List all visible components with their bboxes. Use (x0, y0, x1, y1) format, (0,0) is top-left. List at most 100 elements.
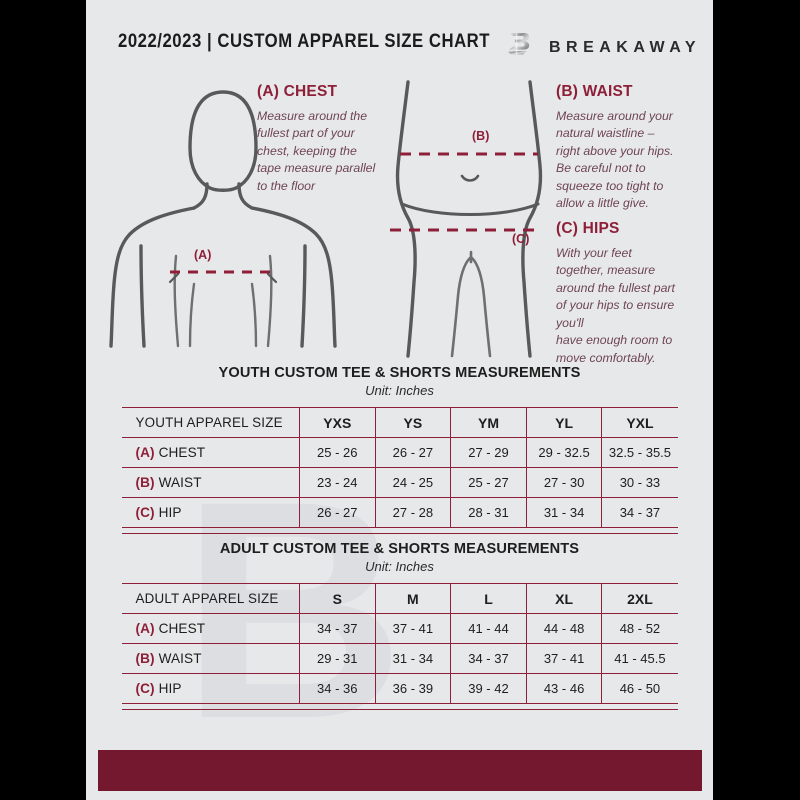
row-label: (A) CHEST (121, 613, 300, 644)
cell: 23 - 24 (299, 467, 376, 498)
row-tag: (A) (135, 621, 155, 636)
table-row: (A) CHEST 34 - 37 37 - 41 41 - 44 44 - 4… (121, 613, 678, 644)
table-row: (C) HIP 26 - 27 27 - 28 28 - 31 31 - 34 … (121, 497, 678, 528)
page-header: 2022/2023 | CUSTOM APPAREL SIZE CHART (86, 28, 713, 62)
table-row: (B) WAIST 23 - 24 24 - 25 25 - 27 27 - 3… (121, 467, 678, 498)
size-chart-page: B 2022/2023 | CUSTOM APPAREL SIZE CHART (86, 0, 713, 800)
cell: 25 - 27 (450, 467, 527, 498)
adult-col-4: XL (525, 583, 602, 614)
row-label-text: CHEST (158, 621, 206, 636)
cell: 26 - 27 (374, 437, 451, 468)
row-label-text: WAIST (158, 651, 202, 666)
cell: 31 - 34 (374, 643, 451, 674)
youth-size-table: YOUTH APPAREL SIZE YXS YS YM YL YXL (A) … (121, 407, 678, 528)
cell: 39 - 42 (450, 673, 527, 704)
chest-marker-label: (A) (194, 248, 212, 262)
adult-table-bottom-rule (121, 709, 678, 710)
callout-hips: (C) HIPS With your feet together, measur… (556, 220, 708, 367)
youth-col-5: YXL (601, 407, 678, 438)
row-tag: (B) (135, 651, 155, 666)
brand-name: BREAKAWAY (548, 38, 701, 56)
row-label: (A) CHEST (121, 437, 300, 468)
cell: 32.5 - 35.5 (601, 437, 678, 468)
row-label: (B) WAIST (121, 643, 300, 674)
row-label: (C) HIP (121, 673, 300, 704)
footer-accent-bar (98, 750, 702, 791)
youth-table-bottom-rule (121, 533, 678, 534)
table-row: (B) WAIST 29 - 31 31 - 34 34 - 37 37 - 4… (121, 643, 678, 674)
cell: 48 - 52 (601, 613, 678, 644)
cell: 46 - 50 (601, 673, 678, 704)
cell: 25 - 26 (299, 437, 376, 468)
youth-col-2: YS (374, 407, 451, 438)
cell: 41 - 45.5 (601, 643, 678, 674)
row-label-text: HIP (158, 681, 182, 696)
callout-hips-body: With your feet together, measure around … (556, 246, 675, 365)
row-tag: (A) (135, 445, 155, 460)
row-tag: (C) (135, 505, 155, 520)
adult-table-unit: Unit: Inches (365, 559, 434, 574)
callout-hips-heading: (C) HIPS (556, 220, 620, 237)
cell: 29 - 32.5 (525, 437, 602, 468)
youth-table-unit: Unit: Inches (365, 383, 434, 398)
callout-waist-body: Measure around your natural waistline – … (556, 109, 674, 211)
youth-col-1: YXS (299, 407, 376, 438)
row-label-text: HIP (158, 505, 182, 520)
youth-col-4: YL (525, 407, 602, 438)
breakaway-b-logo-icon (503, 28, 537, 67)
row-label: (B) WAIST (121, 467, 300, 498)
cell: 34 - 36 (299, 673, 376, 704)
cell: 27 - 30 (525, 467, 602, 498)
table-row: (C) HIP 34 - 36 36 - 39 39 - 42 43 - 46 … (121, 673, 678, 704)
cell: 37 - 41 (525, 643, 602, 674)
adult-header-label: ADULT APPAREL SIZE (121, 583, 300, 614)
brand-lockup: BREAKAWAY (503, 28, 701, 67)
waist-hips-illustration: (B) (C) (386, 70, 576, 365)
cell: 27 - 29 (450, 437, 527, 468)
callout-waist: (B) WAIST Measure around your natural wa… (556, 83, 708, 213)
table-header-row: ADULT APPAREL SIZE S M L XL 2XL (121, 583, 678, 614)
adult-size-table: ADULT APPAREL SIZE S M L XL 2XL (A) CHES… (121, 583, 678, 704)
table-header-row: YOUTH APPAREL SIZE YXS YS YM YL YXL (121, 407, 678, 438)
hips-marker-label: (C) (512, 232, 530, 246)
page-title: 2022/2023 | CUSTOM APPAREL SIZE CHART (118, 31, 491, 52)
front-torso-illustration: (A) (108, 70, 338, 365)
row-label-text: CHEST (158, 445, 206, 460)
youth-col-3: YM (450, 407, 527, 438)
cell: 29 - 31 (299, 643, 376, 674)
cell: 34 - 37 (299, 613, 376, 644)
cell: 34 - 37 (601, 497, 678, 528)
cell: 44 - 48 (525, 613, 602, 644)
adult-table-block: ADULT CUSTOM TEE & SHORTS MEASUREMENTS U… (86, 541, 713, 710)
row-label: (C) HIP (121, 497, 300, 528)
adult-col-1: S (299, 583, 376, 614)
row-label-text: WAIST (158, 475, 202, 490)
cell: 24 - 25 (374, 467, 451, 498)
youth-header-label: YOUTH APPAREL SIZE (121, 407, 300, 438)
table-row: (A) CHEST 25 - 26 26 - 27 27 - 29 29 - 3… (121, 437, 678, 468)
cell: 30 - 33 (601, 467, 678, 498)
callout-chest: (A) CHEST Measure around the fullest par… (257, 83, 407, 195)
youth-table-title: YOUTH CUSTOM TEE & SHORTS MEASUREMENTS (218, 365, 581, 381)
cell: 41 - 44 (450, 613, 527, 644)
waist-marker-label: (B) (472, 129, 490, 143)
callout-chest-heading: (A) CHEST (257, 83, 338, 100)
callout-waist-heading: (B) WAIST (556, 83, 633, 100)
cell: 37 - 41 (374, 613, 451, 644)
youth-table-block: YOUTH CUSTOM TEE & SHORTS MEASUREMENTS U… (86, 365, 713, 534)
adult-col-3: L (450, 583, 527, 614)
cell: 36 - 39 (374, 673, 451, 704)
cell: 27 - 28 (374, 497, 451, 528)
adult-table-title: ADULT CUSTOM TEE & SHORTS MEASUREMENTS (219, 541, 580, 557)
adult-col-5: 2XL (601, 583, 678, 614)
cell: 28 - 31 (450, 497, 527, 528)
cell: 31 - 34 (525, 497, 602, 528)
cell: 26 - 27 (299, 497, 376, 528)
cell: 43 - 46 (525, 673, 602, 704)
row-tag: (B) (135, 475, 155, 490)
callout-chest-body: Measure around the fullest part of your … (257, 109, 376, 193)
adult-col-2: M (374, 583, 451, 614)
cell: 34 - 37 (450, 643, 527, 674)
measurement-diagrams: (A) (86, 70, 713, 365)
row-tag: (C) (135, 681, 155, 696)
